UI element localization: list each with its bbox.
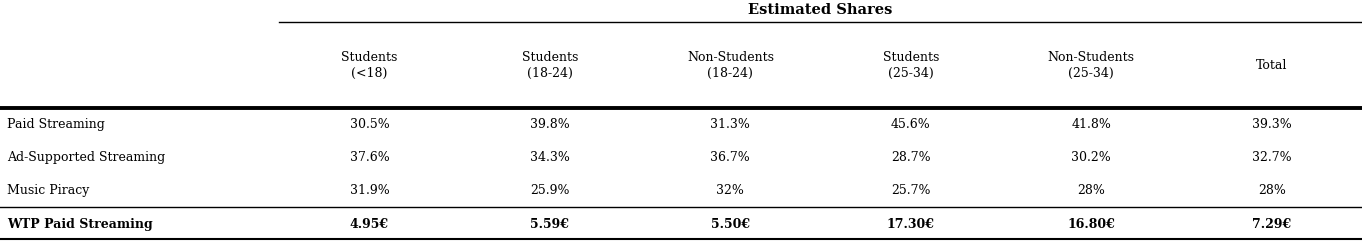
Text: Non-Students
(25-34): Non-Students (25-34) [1047,51,1135,80]
Text: 36.7%: 36.7% [711,151,750,164]
Text: 5.59€: 5.59€ [530,217,569,231]
Text: 31.9%: 31.9% [350,183,390,197]
Text: 5.50€: 5.50€ [711,217,750,231]
Text: Students
(18-24): Students (18-24) [522,51,577,80]
Text: Non-Students
(18-24): Non-Students (18-24) [686,51,774,80]
Text: 4.95€: 4.95€ [350,217,390,231]
Text: Students
(<18): Students (<18) [342,51,398,80]
Text: Students
(25-34): Students (25-34) [883,51,938,80]
Text: 7.29€: 7.29€ [1252,217,1291,231]
Text: 25.7%: 25.7% [891,183,930,197]
Text: 28%: 28% [1077,183,1105,197]
Text: 31.3%: 31.3% [711,118,750,131]
Text: 32.7%: 32.7% [1252,151,1291,164]
Text: 37.6%: 37.6% [350,151,390,164]
Text: Ad-Supported Streaming: Ad-Supported Streaming [7,151,165,164]
Text: 30.2%: 30.2% [1072,151,1111,164]
Text: 28.7%: 28.7% [891,151,930,164]
Text: 17.30€: 17.30€ [887,217,934,231]
Text: Estimated Shares: Estimated Shares [748,3,893,17]
Text: Music Piracy: Music Piracy [7,183,89,197]
Text: 39.8%: 39.8% [530,118,569,131]
Text: Total: Total [1256,59,1287,72]
Text: 34.3%: 34.3% [530,151,569,164]
Text: 41.8%: 41.8% [1072,118,1111,131]
Text: 28%: 28% [1258,183,1286,197]
Text: 39.3%: 39.3% [1252,118,1291,131]
Text: 16.80€: 16.80€ [1068,217,1115,231]
Text: 45.6%: 45.6% [891,118,930,131]
Text: 32%: 32% [716,183,744,197]
Text: WTP Paid Streaming: WTP Paid Streaming [7,217,153,231]
Text: Paid Streaming: Paid Streaming [7,118,105,131]
Text: 30.5%: 30.5% [350,118,390,131]
Text: 25.9%: 25.9% [530,183,569,197]
